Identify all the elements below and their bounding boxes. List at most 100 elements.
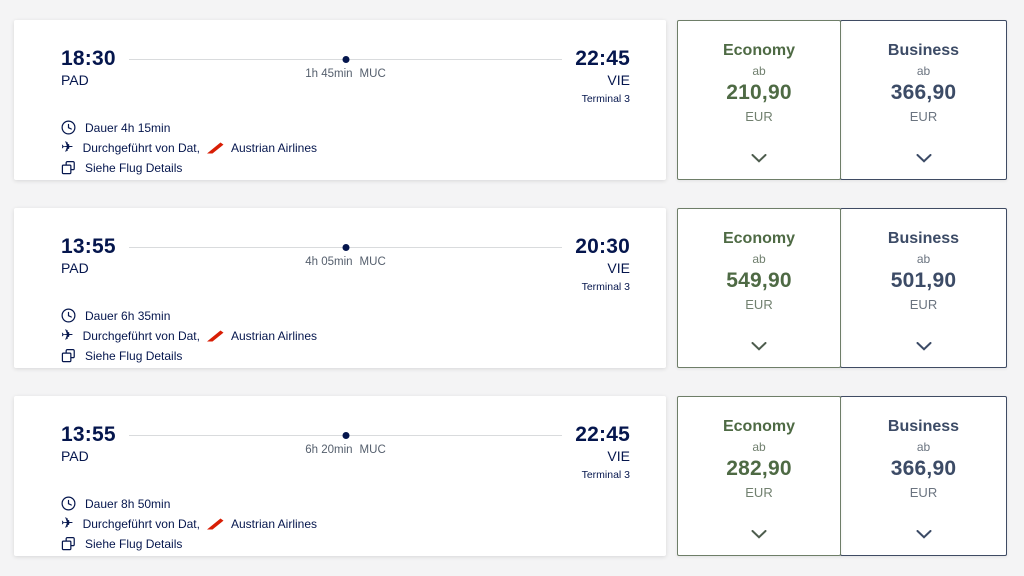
departure-airport: PAD <box>61 260 89 276</box>
fare-price: 366,90 <box>890 81 957 104</box>
austrian-airlines-logo <box>206 330 224 342</box>
departure-info: 18:30 PAD <box>61 47 116 88</box>
stopover-dot <box>342 244 349 251</box>
stopover-label: 4h 05min MUC <box>305 256 386 268</box>
fare-currency: EUR <box>909 297 938 312</box>
fare-prefix: ab <box>916 252 931 266</box>
departure-time: 13:55 <box>61 423 116 446</box>
fare-price: 501,90 <box>890 269 957 292</box>
flight-route: 18:30 PAD 1h 45min MUC 22:45 VIE Termina… <box>61 47 630 105</box>
flight-result-row: 13:55 PAD 4h 05min MUC 20:30 VIE Termina… <box>14 208 1007 368</box>
flight-route: 13:55 PAD 4h 05min MUC 20:30 VIE Termina… <box>61 235 630 293</box>
chevron-down-icon[interactable] <box>916 338 932 356</box>
flight-details-icon <box>61 348 76 363</box>
flight-card: 18:30 PAD 1h 45min MUC 22:45 VIE Termina… <box>14 20 666 180</box>
arrival-terminal: Terminal 3 <box>581 469 630 481</box>
fare-cabin-label: Economy <box>722 230 795 247</box>
business-fare-card[interactable]: Business ab 501,90 EUR <box>840 208 1007 368</box>
flight-details-link[interactable]: Siehe Flug Details <box>61 160 630 175</box>
operated-by-row: ✈ Durchgeführt von Dat, Austrian Airline… <box>61 516 630 531</box>
arrival-airport: VIE <box>607 448 630 464</box>
route-track: 1h 45min MUC <box>128 47 563 93</box>
stopover-dot <box>342 56 349 63</box>
plane-departure-icon: ✈ <box>61 515 74 532</box>
arrival-info: 22:45 VIE Terminal 3 <box>575 423 630 481</box>
carrier-wrap: Durchgeführt von Dat, Austrian Airlines <box>83 141 317 155</box>
flight-details: Dauer 8h 50min ✈ Durchgeführt von Dat, A… <box>61 496 630 551</box>
stopover-airport: MUC <box>359 68 386 80</box>
flight-result-row: 13:55 PAD 6h 20min MUC 22:45 VIE Termina… <box>14 396 1007 556</box>
business-fare-card[interactable]: Business ab 366,90 EUR <box>840 20 1007 180</box>
fare-currency: EUR <box>909 485 938 500</box>
austrian-airlines-logo <box>206 518 224 530</box>
business-fare-card[interactable]: Business ab 366,90 EUR <box>840 396 1007 556</box>
carrier-name: Austrian Airlines <box>230 140 318 155</box>
fare-price: 282,90 <box>726 457 792 480</box>
chevron-down-icon[interactable] <box>751 150 767 168</box>
departure-time: 13:55 <box>61 235 116 258</box>
flight-card: 13:55 PAD 4h 05min MUC 20:30 VIE Termina… <box>14 208 666 368</box>
fare-price: 366,90 <box>890 457 957 480</box>
arrival-info: 20:30 VIE Terminal 3 <box>575 235 630 293</box>
operated-by-row: ✈ Durchgeführt von Dat, Austrian Airline… <box>61 328 630 343</box>
stopover-airport: MUC <box>359 444 386 456</box>
fare-cabin-label: Business <box>887 42 960 59</box>
clock-icon <box>61 308 76 323</box>
chevron-down-icon[interactable] <box>916 150 932 168</box>
fare-price: 210,90 <box>726 81 792 104</box>
chevron-down-icon[interactable] <box>916 526 932 544</box>
fare-currency: EUR <box>745 485 773 500</box>
duration-text: Dauer 4h 15min <box>85 120 171 135</box>
economy-fare-card[interactable]: Economy ab 549,90 EUR <box>677 208 841 368</box>
flight-details-link[interactable]: Siehe Flug Details <box>61 536 630 551</box>
flight-details-link[interactable]: Siehe Flug Details <box>61 348 630 363</box>
flight-details: Dauer 4h 15min ✈ Durchgeführt von Dat, A… <box>61 120 630 175</box>
departure-info: 13:55 PAD <box>61 423 116 464</box>
stopover-duration: 6h 20min <box>305 444 353 456</box>
fare-prefix: ab <box>916 440 931 454</box>
stopover-label: 6h 20min MUC <box>305 444 386 456</box>
fare-prefix: ab <box>752 64 766 78</box>
flight-details-icon <box>61 160 76 175</box>
flight-results-list: 18:30 PAD 1h 45min MUC 22:45 VIE Termina… <box>14 20 1007 556</box>
flight-details: Dauer 6h 35min ✈ Durchgeführt von Dat, A… <box>61 308 630 363</box>
duration-row: Dauer 8h 50min <box>61 496 630 511</box>
arrival-time: 22:45 <box>575 47 630 70</box>
fare-currency: EUR <box>745 109 773 124</box>
flight-details-icon <box>61 536 76 551</box>
clock-icon <box>61 120 76 135</box>
arrival-airport: VIE <box>607 260 630 276</box>
plane-departure-icon: ✈ <box>61 139 74 156</box>
departure-info: 13:55 PAD <box>61 235 116 276</box>
flight-route: 13:55 PAD 6h 20min MUC 22:45 VIE Termina… <box>61 423 630 481</box>
arrival-terminal: Terminal 3 <box>581 281 630 293</box>
fare-currency: EUR <box>909 109 938 124</box>
carrier-wrap: Durchgeführt von Dat, Austrian Airlines <box>83 517 317 531</box>
flight-card: 13:55 PAD 6h 20min MUC 22:45 VIE Termina… <box>14 396 666 556</box>
arrival-terminal: Terminal 3 <box>581 93 630 105</box>
flight-details-link-label: Siehe Flug Details <box>85 536 183 551</box>
arrival-time: 20:30 <box>575 235 630 258</box>
fare-cabin-label: Business <box>887 230 960 247</box>
carrier-name: Austrian Airlines <box>230 516 318 531</box>
route-track: 6h 20min MUC <box>128 423 563 469</box>
carrier-name: Austrian Airlines <box>230 328 318 343</box>
chevron-down-icon[interactable] <box>751 526 767 544</box>
duration-text: Dauer 6h 35min <box>85 308 171 323</box>
chevron-down-icon[interactable] <box>751 338 767 356</box>
economy-fare-card[interactable]: Economy ab 210,90 EUR <box>677 20 841 180</box>
fare-prefix: ab <box>916 64 931 78</box>
operated-by-row: ✈ Durchgeführt von Dat, Austrian Airline… <box>61 140 630 155</box>
departure-airport: PAD <box>61 72 89 88</box>
flight-result-row: 18:30 PAD 1h 45min MUC 22:45 VIE Termina… <box>14 20 1007 180</box>
stopover-duration: 1h 45min <box>305 68 353 80</box>
fare-cabin-label: Economy <box>722 418 795 435</box>
arrival-airport: VIE <box>607 72 630 88</box>
arrival-time: 22:45 <box>575 423 630 446</box>
departure-airport: PAD <box>61 448 89 464</box>
stopover-label: 1h 45min MUC <box>305 68 386 80</box>
fare-price: 549,90 <box>726 269 792 292</box>
clock-icon <box>61 496 76 511</box>
flight-details-link-label: Siehe Flug Details <box>85 348 183 363</box>
economy-fare-card[interactable]: Economy ab 282,90 EUR <box>677 396 841 556</box>
